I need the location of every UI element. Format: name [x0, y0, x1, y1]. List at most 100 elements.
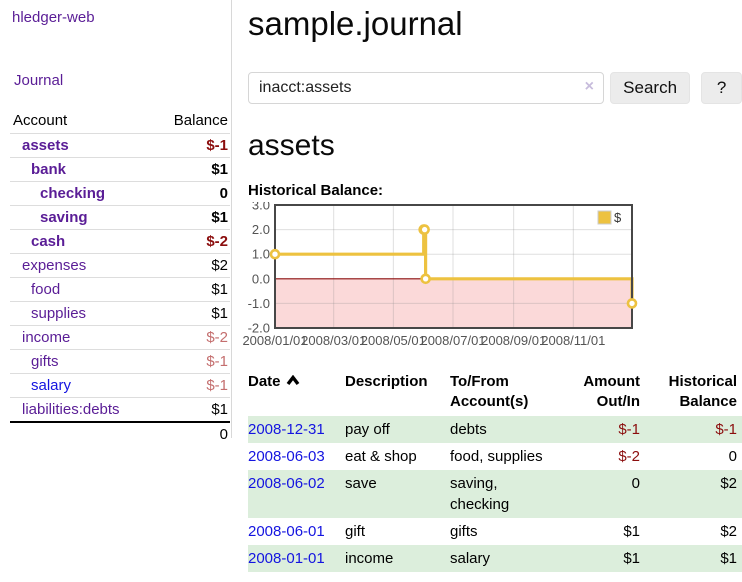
- sort-ascending-icon: [286, 372, 300, 392]
- account-link-food[interactable]: food: [31, 281, 61, 298]
- transaction-date-cell: 2008-06-02: [248, 470, 345, 518]
- column-header-amount[interactable]: Amount Out/In: [583, 373, 640, 410]
- account-balance: $-2: [152, 325, 230, 350]
- account-name-cell: bank: [10, 157, 153, 182]
- transaction-amount: $1: [623, 523, 640, 540]
- transaction-amount: $1: [623, 550, 640, 567]
- y-axis-tick-label: 0.0: [252, 271, 270, 286]
- account-balance: $-1: [152, 349, 230, 374]
- transaction-date-link[interactable]: 2008-06-02: [248, 475, 325, 492]
- accounts-table-body: assets $-1 bank $1 checking 0 saving $1 cash $-2 e…: [10, 133, 230, 446]
- search-input[interactable]: [248, 72, 604, 104]
- account-row: expenses $2: [10, 253, 230, 278]
- account-balance: $2: [152, 253, 230, 278]
- transaction-description: save: [345, 475, 377, 492]
- transaction-row: 2008-01-01 income salary $1 $1: [248, 545, 742, 572]
- account-row: gifts $-1: [10, 349, 230, 374]
- transaction-row: 2008-06-02 save saving, checking 0 $2: [248, 470, 742, 518]
- account-name-cell: supplies: [10, 301, 153, 326]
- column-header-description[interactable]: Description: [345, 373, 428, 390]
- x-axis-tick-label: 2008/11/01: [541, 333, 605, 348]
- search-bar: × Search ?: [248, 72, 742, 104]
- transaction-accounts: saving, checking: [450, 475, 510, 513]
- account-name-cell: checking: [10, 181, 153, 206]
- account-balance: 0: [152, 181, 230, 206]
- account-balance: $1: [152, 277, 230, 302]
- account-name-cell: food: [10, 277, 153, 302]
- historical-balance-chart: $3.0 2.0 1.0 0.0 -1.0 -2.02008/01/012008/03/0…: [242, 202, 638, 348]
- transaction-balance: $1: [720, 550, 737, 567]
- account-link-supplies[interactable]: supplies: [31, 305, 87, 322]
- transaction-description: income: [345, 550, 394, 567]
- y-axis-tick-label: -2.0: [248, 321, 270, 336]
- account-row: liabilities:debts $1: [10, 397, 230, 422]
- column-header-date[interactable]: Date: [248, 370, 345, 416]
- account-link-assets[interactable]: assets: [22, 137, 69, 154]
- transaction-date-link[interactable]: 2008-12-31: [248, 421, 325, 438]
- transaction-balance: $-1: [715, 421, 737, 438]
- account-link-income[interactable]: income: [22, 329, 71, 346]
- account-link-expenses[interactable]: expenses: [22, 257, 87, 274]
- x-axis-tick-label: 2008/07/01: [420, 333, 485, 348]
- accounts-table: Account Balance assets $-1 bank $1 checking 0…: [10, 110, 230, 446]
- account-name-cell: salary: [10, 373, 153, 398]
- column-header-accounts[interactable]: To/From Account(s): [450, 373, 529, 410]
- transaction-balance: $2: [720, 523, 737, 540]
- transaction-balance: 0: [728, 448, 737, 465]
- data-point-marker: [419, 224, 430, 235]
- sidebar-item-journal[interactable]: Journal: [14, 72, 64, 89]
- legend-label: $: [614, 210, 622, 225]
- account-link-bank[interactable]: bank: [31, 161, 67, 178]
- page-title: sample.journal: [248, 5, 463, 42]
- data-point-marker: [420, 273, 431, 285]
- transaction-accounts: salary: [450, 550, 491, 567]
- account-link-liabilities-debts[interactable]: liabilities:debts: [22, 401, 120, 418]
- account-link-checking[interactable]: checking: [40, 185, 106, 202]
- account-name-cell: gifts: [10, 349, 153, 374]
- search-button[interactable]: Search: [610, 72, 691, 104]
- account-row: checking 0: [10, 181, 230, 206]
- transaction-amount: $-1: [618, 421, 640, 438]
- account-row: supplies $1: [10, 301, 230, 326]
- x-axis-tick-label: 2008/03/01: [301, 333, 366, 348]
- accounts-total-row: 0: [10, 421, 230, 446]
- account-link-cash[interactable]: cash: [31, 233, 66, 250]
- help-button[interactable]: ?: [701, 72, 742, 104]
- transaction-description: eat & shop: [345, 448, 417, 465]
- data-point-marker: [269, 248, 281, 260]
- clear-search-icon[interactable]: ×: [584, 78, 594, 95]
- chart-title: Historical Balance:: [248, 182, 384, 199]
- account-name-cell: liabilities:debts: [10, 397, 153, 422]
- plot-border: [274, 204, 633, 329]
- account-link-salary[interactable]: salary: [31, 377, 72, 394]
- register-table-body: 2008-12-31 pay off debts $-1 $-1 2008-06-03 ea…: [248, 416, 742, 572]
- account-balance: $1: [152, 397, 230, 422]
- account-name-cell: assets: [10, 133, 153, 158]
- x-axis-tick-label: 2008/09/01: [481, 333, 546, 348]
- y-axis-tick-label: 3.0: [252, 202, 270, 213]
- account-balance: $1: [152, 205, 230, 230]
- column-header-balance[interactable]: Historical Balance: [668, 373, 737, 410]
- sidebar: hledger-web Journal Account Balance asse…: [0, 0, 232, 446]
- account-link-saving[interactable]: saving: [40, 209, 88, 226]
- x-axis-tick-label: 2008/01/01: [242, 333, 307, 348]
- account-row: assets $-1: [10, 133, 230, 158]
- transaction-date-cell: 2008-01-01: [248, 545, 345, 572]
- transaction-date-cell: 2008-06-01: [248, 518, 345, 545]
- transaction-description: gift: [345, 523, 366, 540]
- accounts-header-account: Account: [13, 112, 68, 129]
- transaction-date-link[interactable]: 2008-06-03: [248, 448, 325, 465]
- transaction-date-link[interactable]: 2008-01-01: [248, 550, 325, 567]
- account-balance: $-2: [152, 229, 230, 254]
- accounts-header-balance: Balance: [173, 112, 228, 129]
- transaction-row: 2008-06-01 gift gifts $1 $2: [248, 518, 742, 545]
- accounts-total-value: 0: [152, 421, 230, 446]
- account-name-cell: cash: [10, 229, 153, 254]
- y-axis-tick-label: 2.0: [252, 222, 270, 237]
- app-brand-link[interactable]: hledger-web: [12, 9, 95, 26]
- transaction-date-cell: 2008-12-31: [248, 416, 345, 443]
- transaction-date-link[interactable]: 2008-06-01: [248, 523, 325, 540]
- account-link-gifts[interactable]: gifts: [31, 353, 59, 370]
- account-name-cell: income: [10, 325, 153, 350]
- data-point-marker: [626, 298, 638, 309]
